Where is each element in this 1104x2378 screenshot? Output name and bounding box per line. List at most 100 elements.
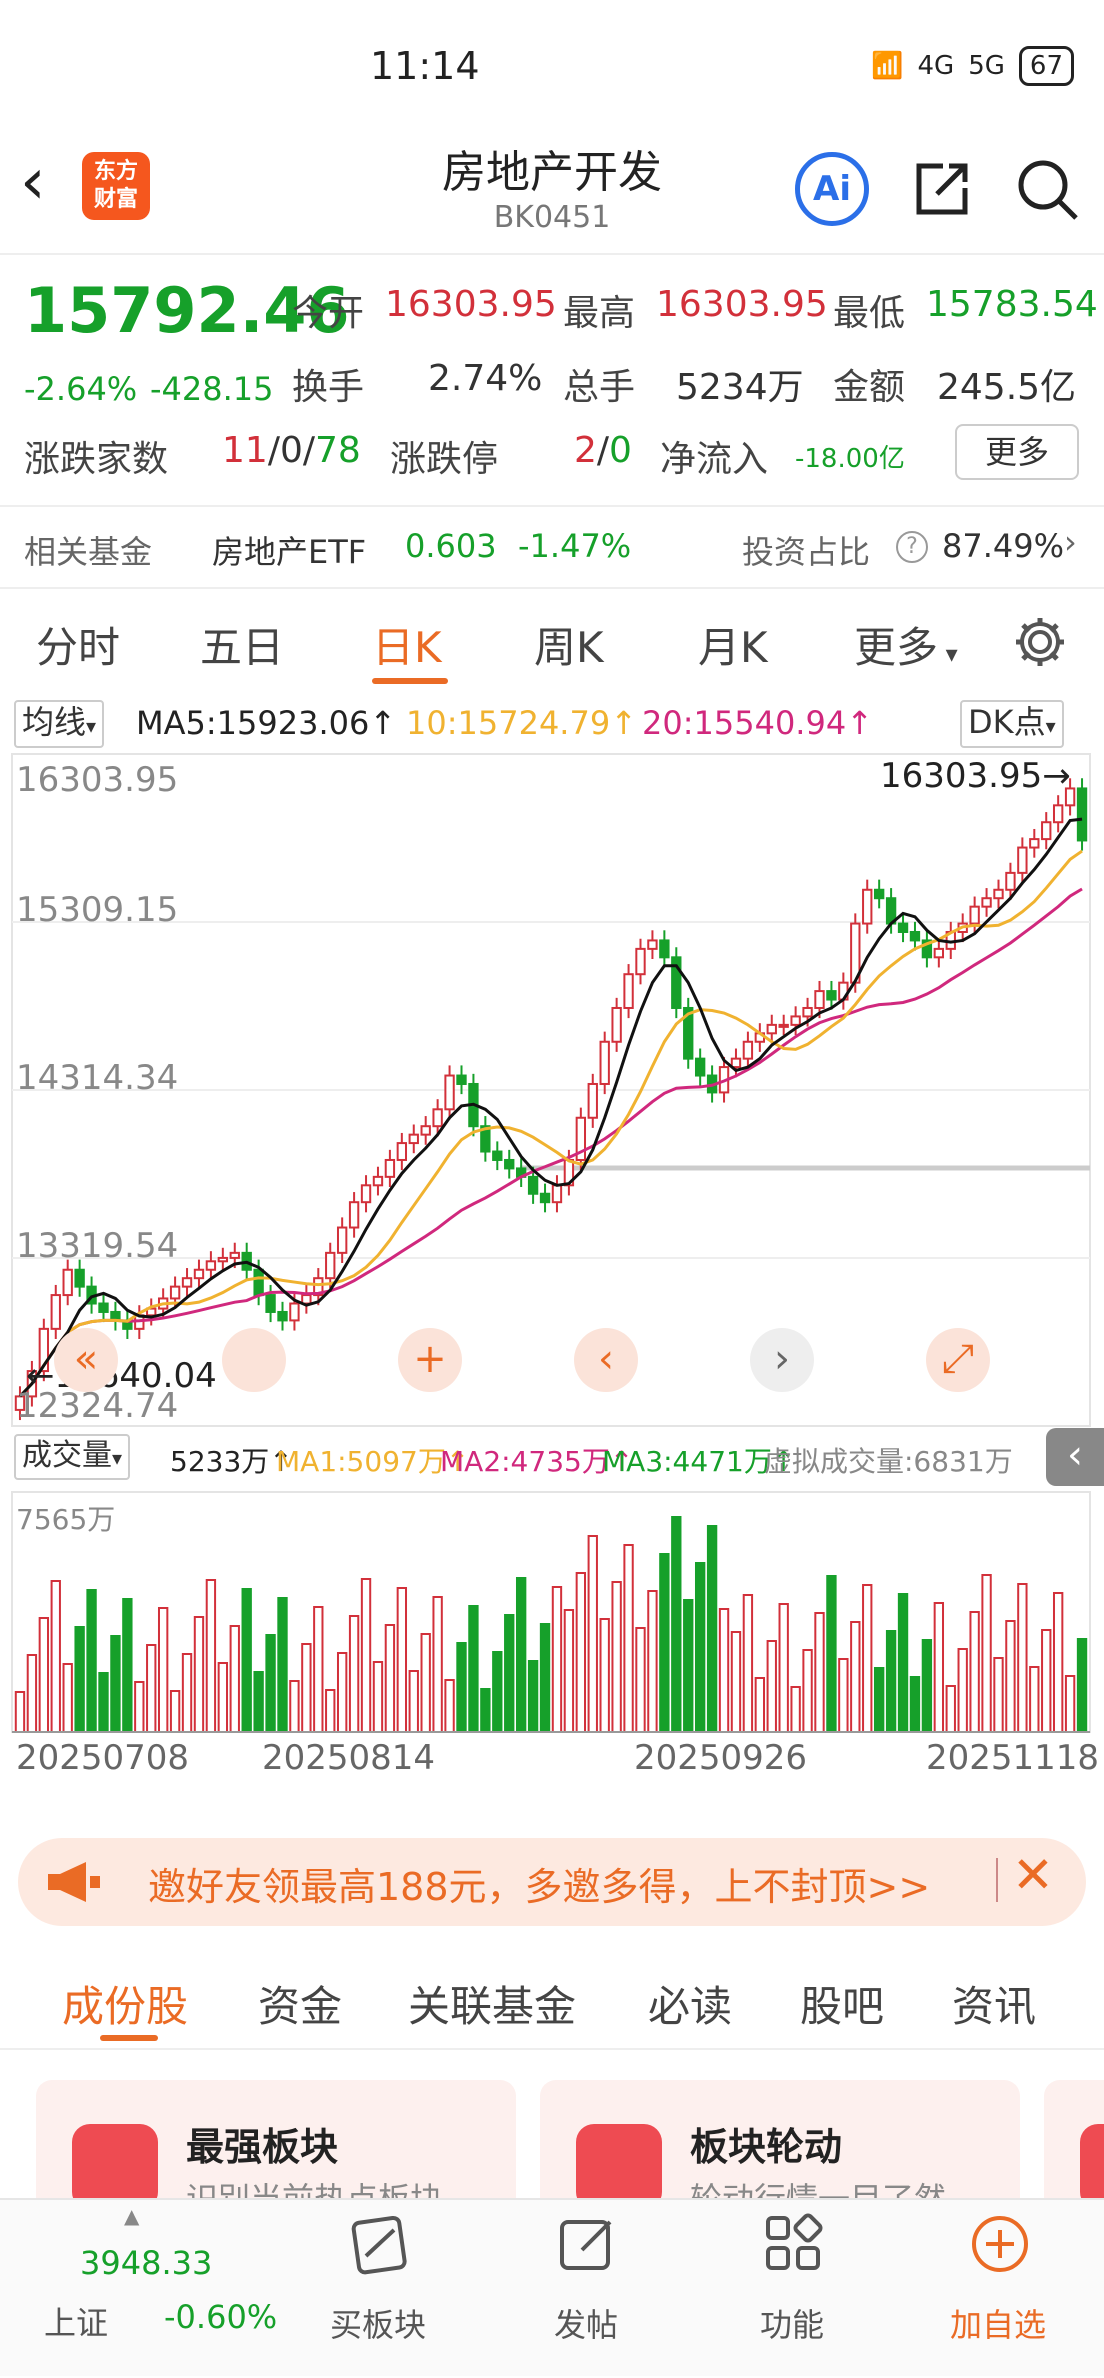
volume-bar [420, 1633, 431, 1733]
index-ticker[interactable]: ▲ 3948.33 上证 -0.60% [0, 2200, 300, 2378]
candle [229, 1251, 240, 1259]
post-button[interactable]: 发帖 [506, 2200, 666, 2378]
volume-bar [110, 1635, 121, 1733]
volume-ma3: MA3:4471万↑ [602, 1445, 796, 1478]
card-subtitle: 轮动行情一目了然 [690, 2180, 947, 2200]
card-sector-rotation[interactable]: 板块轮动 轮动行情一目了然 [540, 2080, 1020, 2200]
ma10-value: 10:15724.79↑ [406, 704, 637, 742]
search-icon[interactable] [1010, 152, 1084, 226]
tab-related-funds[interactable]: 关联基金 [408, 1982, 577, 2031]
add-watchlist-button[interactable]: 加自选 [918, 2200, 1078, 2378]
share-icon[interactable] [905, 152, 979, 226]
ma-select[interactable]: 均线▾ [14, 700, 105, 748]
gear-icon[interactable] [1010, 612, 1070, 672]
y-label-3: 14314.34 [16, 1058, 179, 1098]
volume-bar [611, 1581, 622, 1733]
low-label: 最低 [833, 293, 906, 334]
volume-bar [897, 1593, 909, 1733]
tab-must-read[interactable]: 必读 [648, 1982, 733, 2031]
y-label-2: 15309.15 [16, 890, 179, 930]
candle [325, 1251, 336, 1280]
section-tab-indicator [100, 2035, 158, 2041]
dk-select[interactable]: DK点▾ [960, 700, 1064, 748]
candle [98, 1302, 109, 1313]
tab-daily-k[interactable]: 日K [372, 623, 442, 672]
volume-bar [38, 1617, 50, 1733]
volume-bar [623, 1544, 634, 1733]
volume-bar [86, 1589, 97, 1733]
volume-bar [671, 1516, 682, 1733]
candle [897, 922, 909, 933]
tab-weekly-k[interactable]: 周K [534, 623, 604, 672]
candle [1029, 838, 1040, 849]
volume-bar [1064, 1675, 1076, 1733]
card-subtitle: 识别当前热点板块 [186, 2180, 443, 2200]
tab-monthly-k[interactable]: 月K [698, 623, 768, 672]
volume-bar [802, 1649, 813, 1733]
volume-bar [134, 1681, 145, 1733]
more-button[interactable]: 更多 [955, 424, 1079, 480]
card-partial[interactable] [1044, 2080, 1104, 2200]
volume-bar [790, 1686, 801, 1733]
candle [313, 1277, 324, 1297]
kline-svg[interactable] [0, 748, 1104, 1828]
volume-bar [742, 1594, 754, 1733]
ai-button[interactable]: Ai [795, 152, 869, 226]
tab-constituents[interactable]: 成份股 [62, 1982, 189, 2031]
related-fund-row[interactable]: 相关基金 房地产ETF 0.603 -1.47% 投资占比 ? 87.49% › [0, 505, 1104, 589]
volume-select[interactable]: 成交量▾ [14, 1434, 131, 1480]
volume-bar [826, 1575, 837, 1733]
change-value: -428.15 [150, 370, 274, 408]
tab-funds-flow[interactable]: 资金 [258, 1982, 343, 2031]
volume-bar [396, 1587, 408, 1733]
period-tabs: 分时 五日 日K 周K 月K 更多 ▾ [0, 592, 1104, 692]
tab-more[interactable]: 更多 ▾ [854, 623, 958, 672]
first-page-button[interactable]: « [54, 1328, 118, 1392]
fund-price: 0.603 [405, 527, 497, 565]
tab-news[interactable]: 资讯 [952, 1982, 1037, 2031]
volume-bar [301, 1643, 312, 1733]
tab-intraday[interactable]: 分时 [36, 623, 121, 672]
next-button[interactable]: › [750, 1328, 814, 1392]
candle [504, 1158, 515, 1170]
candle [336, 1226, 348, 1254]
close-icon[interactable]: ✕ [1012, 1846, 1054, 1904]
signal-5g-icon: 5G [968, 51, 1005, 81]
fund-name: 房地产ETF [212, 533, 367, 571]
current-price: 15792.46 [24, 274, 350, 347]
zoom-in-button[interactable] [222, 1328, 286, 1392]
back-arrow-icon[interactable]: ‹ [20, 145, 46, 219]
volume-bar [551, 1586, 563, 1733]
candle [969, 905, 980, 925]
index-value: 3948.33 [80, 2244, 213, 2282]
wifi-icon: 📶 [871, 51, 904, 81]
chart-header: 均线▾ MA5:15923.06↑ 10:15724.79↑ 20:15540.… [0, 698, 1104, 748]
candle [1064, 787, 1076, 807]
functions-button[interactable]: 功能 [712, 2200, 872, 2378]
netflow-value: -18.00亿 [795, 444, 905, 474]
candle [408, 1133, 419, 1145]
candle [253, 1268, 264, 1297]
invite-banner[interactable]: 邀好友领最高188元，多邀多得，上不封顶>> ✕ [18, 1838, 1086, 1926]
card-strongest-sector[interactable]: 最强板块 识别当前热点板块 [36, 2080, 516, 2200]
tab-five-day[interactable]: 五日 [200, 623, 285, 672]
help-icon[interactable]: ? [896, 531, 928, 563]
collapse-panel-icon[interactable]: ‹ [1046, 1428, 1104, 1486]
candle [873, 888, 885, 900]
volume-ma2: MA2:4735万↑ [440, 1445, 634, 1478]
volume-bar [456, 1642, 467, 1733]
buy-sector-button[interactable]: 买板块 [298, 2200, 458, 2378]
volume-bar [74, 1626, 85, 1733]
candle [456, 1074, 467, 1085]
kline-chart[interactable]: 16303.95 15309.15 14314.34 13319.54 1232… [0, 748, 1104, 1828]
candle [909, 930, 921, 942]
volume-bar [360, 1578, 372, 1733]
prev-button[interactable]: ‹ [574, 1328, 638, 1392]
candle [599, 1040, 610, 1085]
expand-button[interactable]: ⤢ [926, 1328, 990, 1392]
zoom-in-button[interactable]: + [398, 1328, 462, 1392]
page-title: 房地产开发 [442, 147, 662, 198]
volume-bar [683, 1599, 694, 1733]
tab-forum[interactable]: 股吧 [800, 1982, 885, 2031]
candle [1041, 821, 1052, 841]
